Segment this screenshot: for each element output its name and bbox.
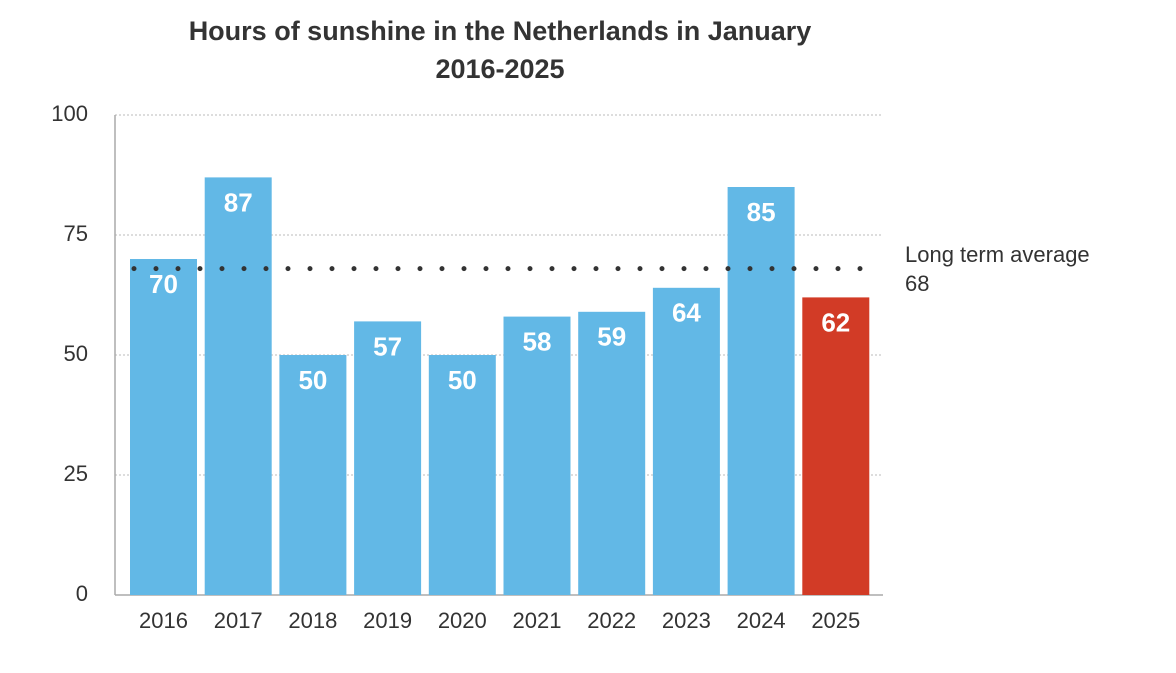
x-tick-label: 2017 (214, 608, 263, 633)
x-tick-label: 2018 (288, 608, 337, 633)
value-label: 58 (523, 326, 552, 356)
y-tick-label: 25 (64, 461, 88, 486)
y-tick-label: 0 (76, 581, 88, 606)
x-tick-label: 2023 (662, 608, 711, 633)
bar (503, 316, 571, 595)
chart-title: Hours of sunshine in the Netherlands in … (189, 16, 812, 46)
bar (578, 311, 646, 595)
value-label: 62 (821, 307, 850, 337)
x-tick-label: 2022 (587, 608, 636, 633)
value-label: 59 (597, 322, 626, 352)
x-tick-label: 2025 (811, 608, 860, 633)
bar (204, 177, 272, 595)
bar (652, 287, 720, 595)
value-label: 87 (224, 187, 253, 217)
value-label: 57 (373, 331, 402, 361)
bar (279, 355, 347, 595)
average-value: 68 (905, 271, 929, 296)
value-label: 70 (149, 269, 178, 299)
average-label: Long term average (905, 242, 1090, 267)
x-tick-label: 2019 (363, 608, 412, 633)
y-tick-label: 75 (64, 221, 88, 246)
value-label: 50 (448, 365, 477, 395)
x-tick-label: 2020 (438, 608, 487, 633)
bar (802, 297, 870, 595)
bar (130, 259, 197, 595)
bar (727, 187, 795, 595)
bar (354, 321, 422, 595)
x-tick-label: 2016 (139, 608, 188, 633)
value-label: 50 (298, 365, 327, 395)
chart-title: 2016-2025 (435, 54, 564, 84)
x-tick-label: 2024 (737, 608, 786, 633)
value-label: 64 (672, 298, 701, 328)
x-tick-label: 2021 (513, 608, 562, 633)
y-tick-label: 100 (51, 101, 88, 126)
y-tick-label: 50 (64, 341, 88, 366)
value-label: 85 (747, 197, 776, 227)
bar (428, 355, 496, 595)
